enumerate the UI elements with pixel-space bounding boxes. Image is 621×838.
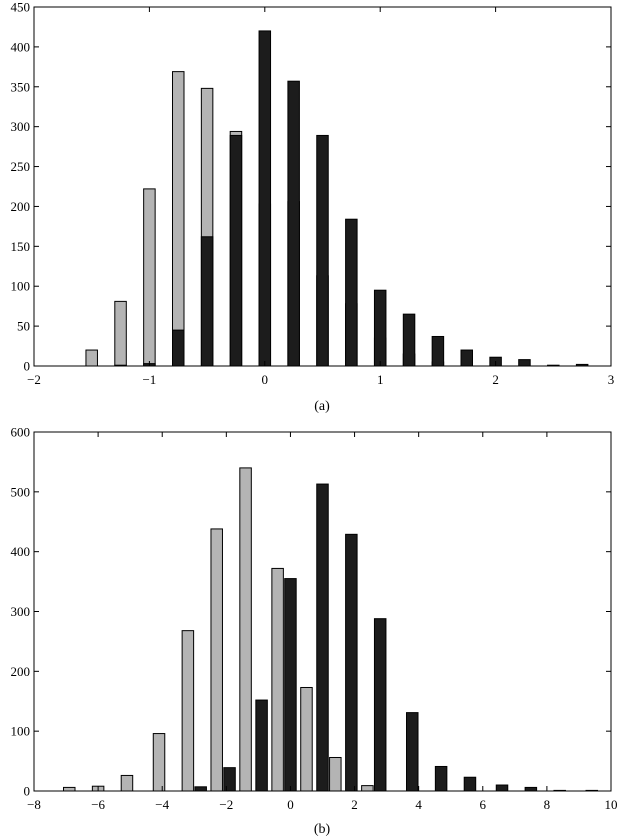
x-tick-label: 8 [544,797,551,812]
x-tick-label: 2 [492,372,499,387]
bar-light [114,300,127,367]
x-tick-label: 3 [608,372,615,387]
bar-light [85,349,98,367]
bar-light [63,786,76,792]
bar-dark [223,767,236,792]
y-tick-label: 350 [11,79,31,94]
y-tick-label: 150 [11,239,31,254]
bar-light [120,774,134,792]
panel-a-bars [85,30,589,367]
bar-dark [345,533,358,792]
x-tick-label: 1 [377,372,384,387]
bar-dark [200,236,214,367]
y-tick-label: 100 [11,279,31,294]
bar-dark [431,335,445,367]
y-tick-label: 250 [11,159,31,174]
bar-light [181,630,195,792]
y-tick-label: 100 [11,724,31,739]
x-tick-label: 0 [262,372,269,387]
y-tick-label: 400 [11,544,31,559]
bar-dark [255,699,268,792]
bar-dark [434,765,448,792]
bar-light [152,733,166,792]
bar-light [361,785,374,792]
panel-b-caption: (b) [314,822,331,837]
y-tick-label: 50 [17,319,30,334]
x-tick-label: −8 [27,797,41,812]
bar-light [210,528,223,792]
panel-a-frame [33,6,612,367]
y-tick-label: 200 [11,199,31,214]
x-tick-label: 4 [415,797,422,812]
bar-dark [460,349,473,367]
bar-light [271,567,284,792]
x-tick-label: −1 [142,372,156,387]
bar-light [143,188,156,367]
bar-dark [258,30,272,367]
bar-dark [172,329,185,367]
bar-dark [463,776,477,792]
y-tick-label: 400 [11,39,31,54]
y-tick-label: 300 [11,604,31,619]
bar-dark [524,786,538,792]
bar-dark [316,483,329,792]
y-tick-label: 0 [24,784,31,799]
x-tick-label: 0 [287,797,294,812]
y-tick-label: 200 [11,664,31,679]
x-tick-label: −4 [155,797,169,812]
y-tick-label: 600 [11,425,31,440]
x-tick-label: 6 [480,797,487,812]
bar-dark [373,289,387,367]
bar-dark [495,784,509,792]
bar-light [172,71,185,367]
bar-dark [345,218,358,367]
bar-light [329,756,342,792]
bar-light [239,467,252,792]
panel-a: −2 −1 0 1 2 3 0 50 100 150 200 250 300 350 400 450 (a) [11,0,615,414]
bar-dark [373,618,387,792]
x-tick-label: 10 [605,797,618,812]
y-tick-label: 300 [11,119,31,134]
bar-dark [316,134,329,367]
x-tick-label: −2 [219,797,233,812]
x-tick-label: −6 [91,797,105,812]
bar-dark [406,712,419,792]
bar-dark [402,313,416,367]
bar-dark [518,359,531,367]
y-tick-label: 500 [11,484,31,499]
bar-dark [229,134,243,367]
x-tick-label: −2 [27,372,41,387]
bar-dark [287,80,300,367]
panel-a-ticks: −2 −1 0 1 2 3 0 50 100 150 200 250 300 350 400 450 [11,0,615,387]
y-tick-label: 0 [24,359,31,374]
y-tick-label: 450 [11,0,31,15]
x-tick-label: 2 [351,797,358,812]
bar-dark [284,578,297,792]
panel-b-bars [63,467,599,792]
panel-a-caption: (a) [314,399,330,414]
bar-dark [194,786,207,792]
bar-light [300,686,313,792]
